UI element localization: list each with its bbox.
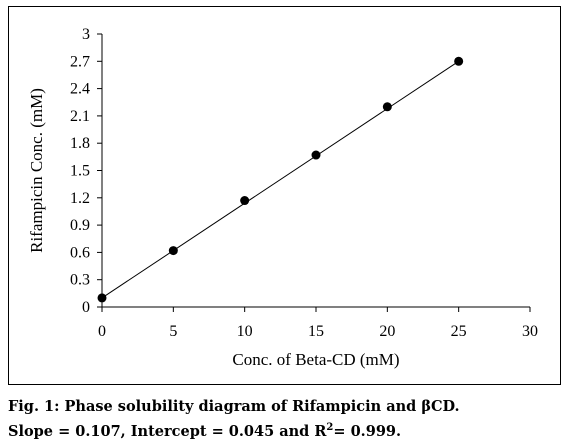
y-tick-label: 1.5 — [70, 163, 90, 180]
caption-r-squared-sup: 2 — [326, 422, 334, 433]
trendline — [101, 60, 459, 299]
x-tick-label: 20 — [379, 323, 395, 340]
x-tick-label: 15 — [308, 323, 324, 340]
caption-stats: Slope = 0.107, Intercept = 0.045 and R — [8, 422, 327, 440]
data-point — [168, 246, 178, 256]
y-tick-label: 0.6 — [70, 244, 90, 261]
y-tick-label: 1.2 — [70, 190, 90, 207]
ticks — [97, 33, 531, 312]
tick-labels: 00.30.60.91.21.51.82.12.42.730 5 10 15 20 25 3… — [70, 26, 538, 340]
y-tick-label: 0 — [82, 299, 90, 316]
y-tick-label: 2.7 — [70, 53, 90, 70]
caption-line-2: Slope = 0.107, Intercept = 0.045 and R2=… — [8, 417, 563, 442]
data-point — [311, 150, 321, 160]
caption-line-1: Fig. 1: Phase solubility diagram of Rifa… — [8, 398, 460, 415]
x-tick-label: 10 — [237, 323, 253, 340]
data-point — [454, 56, 464, 66]
x-axis-title: Conc. of Beta-CD (mM) — [232, 350, 399, 369]
figure-frame — [8, 6, 561, 385]
x-tick-label: 25 — [451, 323, 467, 340]
x-tick-label: 0 — [98, 323, 106, 340]
data-points — [97, 56, 464, 303]
y-tick-label: 2.4 — [70, 81, 90, 98]
data-point — [240, 196, 250, 206]
y-tick-label: 2.1 — [70, 108, 90, 125]
caption-stats-end: = 0.999. — [333, 422, 402, 440]
x-tick-label: 30 — [522, 323, 538, 340]
data-point — [382, 102, 392, 112]
axes — [101, 34, 530, 308]
y-tick-label: 0.3 — [70, 272, 90, 289]
y-tick-label: 0.9 — [70, 217, 90, 234]
y-tick-label: 3 — [82, 26, 90, 43]
data-point — [97, 293, 107, 303]
figure-caption: Fig. 1: Phase solubility diagram of Rifa… — [8, 396, 563, 442]
y-axis-title: Rifampicin Conc. (mM) — [27, 88, 46, 253]
y-tick-label: 1.8 — [70, 135, 90, 152]
trendline-group — [101, 60, 459, 299]
x-tick-label: 5 — [169, 323, 177, 340]
